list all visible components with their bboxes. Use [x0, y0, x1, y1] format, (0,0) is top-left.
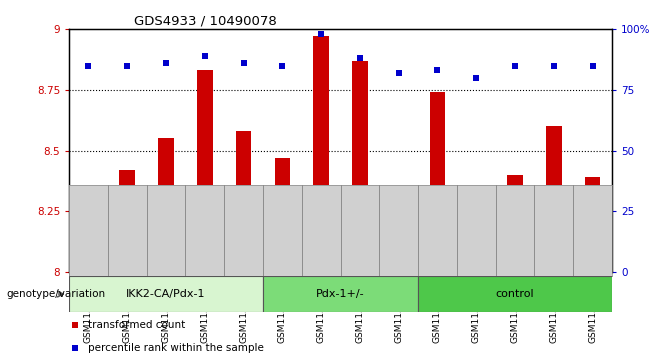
Point: [238, 60, 249, 66]
Bar: [468, 253, 484, 272]
Point: [588, 62, 598, 68]
Text: Pdx-1+/-: Pdx-1+/-: [316, 289, 365, 299]
Text: GDS4933 / 10490078: GDS4933 / 10490078: [134, 15, 277, 28]
Bar: [391, 228, 407, 272]
Point: [83, 62, 93, 68]
Point: [393, 70, 404, 76]
Bar: [507, 175, 522, 272]
Bar: [81, 195, 96, 272]
Bar: [236, 131, 251, 272]
Text: percentile rank within the sample: percentile rank within the sample: [88, 343, 264, 353]
Bar: [418, 276, 612, 312]
Bar: [546, 126, 561, 272]
Bar: [69, 276, 263, 312]
Text: genotype/variation: genotype/variation: [7, 289, 106, 299]
Text: transformed count: transformed count: [88, 321, 186, 330]
Bar: [430, 92, 445, 272]
Point: [199, 53, 210, 59]
Point: [471, 75, 482, 81]
Point: [161, 60, 171, 66]
Point: [432, 68, 443, 73]
Text: IKK2-CA/Pdx-1: IKK2-CA/Pdx-1: [126, 289, 206, 299]
Point: [510, 62, 520, 68]
Bar: [120, 170, 135, 272]
Text: control: control: [495, 289, 534, 299]
Bar: [263, 276, 418, 312]
Point: [316, 31, 326, 37]
Point: [277, 62, 288, 68]
Bar: [274, 158, 290, 272]
Bar: [197, 70, 213, 272]
Bar: [352, 61, 368, 272]
Bar: [313, 36, 329, 272]
Point: [122, 62, 132, 68]
Point: [549, 62, 559, 68]
Bar: [585, 178, 600, 272]
Point: [355, 55, 365, 61]
Bar: [159, 138, 174, 272]
